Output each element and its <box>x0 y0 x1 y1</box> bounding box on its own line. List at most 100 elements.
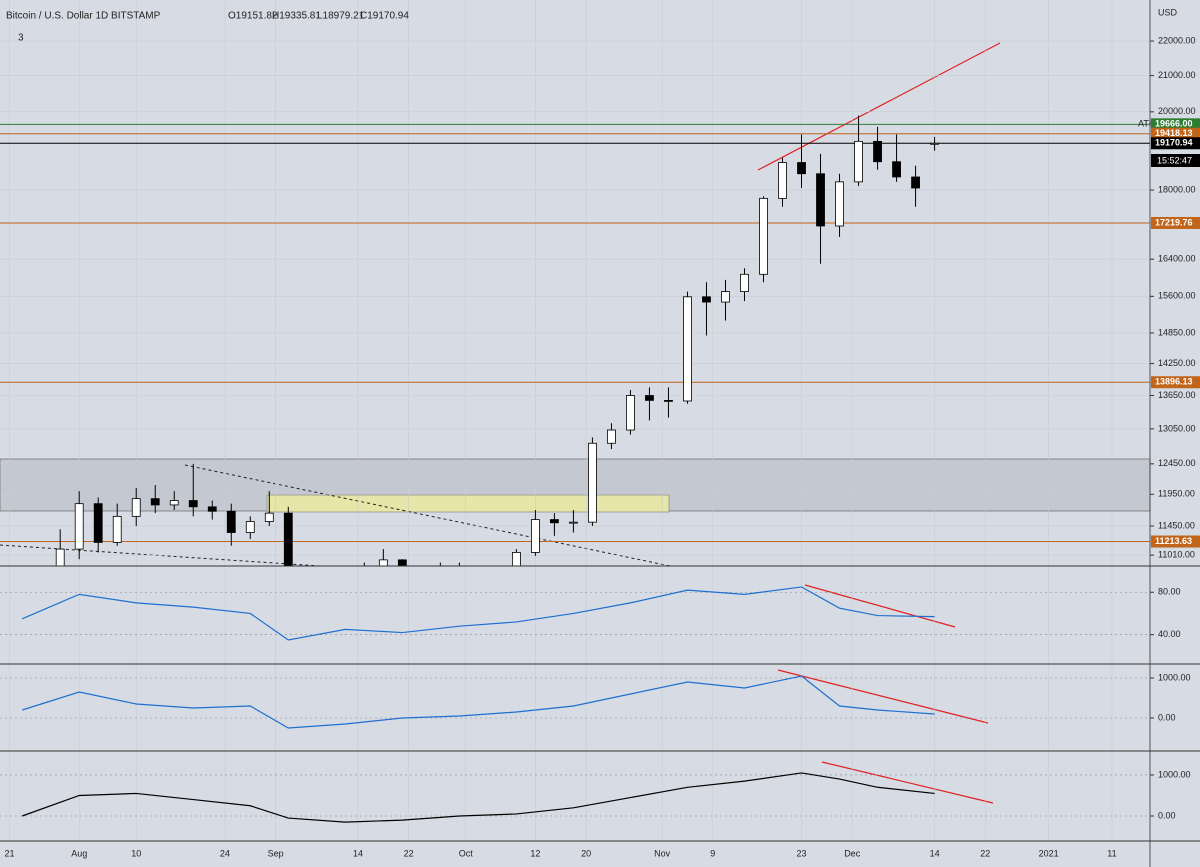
level-tag <box>1151 118 1200 131</box>
currency: USD <box>1158 7 1178 17</box>
ohlc-high: H19335.81 <box>272 11 321 22</box>
y-tick-label: 16400.00 <box>1158 254 1196 264</box>
x-tick-label: 12 <box>530 848 540 858</box>
candle-body <box>607 429 616 444</box>
candle-body <box>264 512 274 522</box>
level-label: 19666.00 <box>1155 119 1193 129</box>
y-tick-label: 20000.00 <box>1158 106 1196 116</box>
candle-body <box>702 296 711 303</box>
candle-body <box>283 512 293 566</box>
symbol-title: Bitcoin / U.S. Dollar 1D BITSTAMP <box>6 11 161 22</box>
y-tick-label: 13650.00 <box>1158 390 1196 400</box>
candle-body <box>569 521 578 524</box>
candle-body <box>74 503 84 550</box>
candle-body <box>511 552 521 566</box>
candle-body <box>112 515 122 543</box>
y-tick-label: 12450.00 <box>1158 458 1196 468</box>
countdown: 15:52:47 <box>1157 155 1192 165</box>
y-tick-label: 11010.00 <box>1158 550 1195 560</box>
x-tick-label: Sep <box>268 848 284 858</box>
x-tick-label: Nov <box>654 848 671 858</box>
candle-body <box>759 197 768 275</box>
y-tick-label: 1000.00 <box>1158 769 1191 779</box>
candle-body <box>378 559 388 566</box>
y-tick-label: 14850.00 <box>1158 327 1196 337</box>
x-tick-label: 2021 <box>1039 848 1059 858</box>
y-tick-label: 0.00 <box>1158 810 1176 820</box>
candle-body <box>188 500 198 508</box>
candle-body <box>207 506 217 512</box>
level-label: 13896.13 <box>1155 377 1193 387</box>
ohlc-close: C19170.94 <box>360 11 409 22</box>
x-tick-label: Dec <box>844 848 861 858</box>
candle-body <box>664 400 673 402</box>
trend-line <box>184 464 671 567</box>
x-tick-label: 23 <box>797 848 807 858</box>
plot <box>0 0 1150 841</box>
y-tick-label: 22000.00 <box>1158 35 1196 45</box>
candle-body <box>816 173 825 227</box>
candle-body <box>550 519 559 524</box>
indicator-line <box>21 675 935 729</box>
level-label: 11213.63 <box>1155 536 1192 546</box>
trend-line <box>777 669 989 724</box>
candle-body <box>245 521 255 533</box>
trend-line <box>821 761 994 804</box>
y-tick-label: 15600.00 <box>1158 291 1196 301</box>
x-tick-label: Aug <box>71 848 87 858</box>
candle-body <box>93 503 103 543</box>
x-tick-label: 22 <box>404 848 414 858</box>
level-label: 19170.94 <box>1155 138 1193 148</box>
y-tick-label: 21000.00 <box>1158 70 1196 80</box>
level-tag <box>1151 127 1200 140</box>
x-tick-label: 21 <box>4 848 14 858</box>
level-tag <box>1151 535 1200 548</box>
y-tick-label: 13050.00 <box>1158 423 1196 433</box>
candle-body <box>911 176 920 189</box>
ohlc-open: O19151.82 <box>228 11 278 22</box>
indicator-line <box>21 772 935 823</box>
level-label: 19418.13 <box>1155 128 1193 138</box>
candle-body <box>778 162 787 199</box>
y-tick-label: 18000.00 <box>1158 184 1196 194</box>
y-tick-label: 80.00 <box>1158 587 1181 597</box>
x-tick-label: 10 <box>131 848 141 858</box>
x-tick-label: 14 <box>930 848 940 858</box>
candle-body <box>150 498 160 506</box>
candle-body <box>530 519 540 553</box>
level-tag <box>1151 376 1200 389</box>
zone-box <box>266 494 670 513</box>
candle-body <box>645 395 654 401</box>
level-tag <box>1151 216 1200 229</box>
candle-body <box>169 500 179 506</box>
candle-body <box>226 510 236 533</box>
candle-body <box>740 273 749 292</box>
level-tag <box>1151 137 1200 150</box>
x-tick-label: 9 <box>710 848 715 858</box>
x-tick-label: 11 <box>1107 848 1116 858</box>
candle-body <box>683 296 692 402</box>
candle-body <box>854 140 863 183</box>
ohlc-low: L18979.21 <box>317 11 365 22</box>
x-tick-label: Oct <box>459 848 474 858</box>
candle-body <box>835 181 844 227</box>
countdown-box <box>1151 154 1200 167</box>
y-tick-label: 40.00 <box>1158 629 1181 639</box>
candle-body <box>721 291 730 303</box>
annotation: ATH <box>1138 118 1155 128</box>
y-tick-label: 0.00 <box>1158 712 1176 722</box>
candle-body <box>892 161 901 178</box>
y-tick-label: 11950.00 <box>1158 489 1195 499</box>
y-tick-label: 14250.00 <box>1158 358 1196 368</box>
trend-line <box>757 42 1001 171</box>
candle-body <box>626 395 635 431</box>
candle-body <box>397 559 407 566</box>
candle-body <box>797 162 806 175</box>
x-tick-label: 22 <box>980 848 990 858</box>
level-label: 17219.76 <box>1155 217 1193 227</box>
indicator-count[interactable]: 3 <box>18 33 24 44</box>
y-tick-label: 1000.00 <box>1158 672 1191 682</box>
